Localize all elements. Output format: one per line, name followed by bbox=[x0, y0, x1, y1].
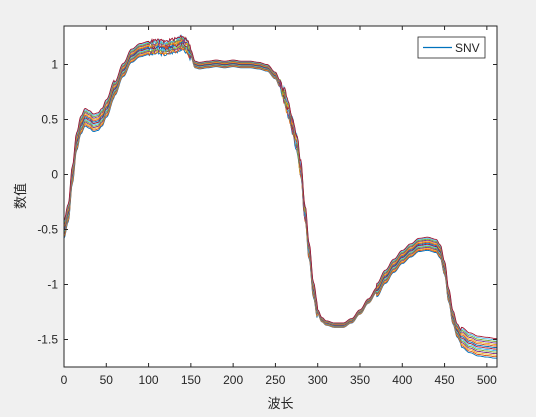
y-tick-label: 0 bbox=[51, 168, 58, 182]
x-tick-label: 300 bbox=[308, 373, 328, 387]
y-tick-label: -1.5 bbox=[37, 333, 58, 347]
series-line-11 bbox=[63, 36, 497, 344]
x-axis-label: 波长 bbox=[267, 397, 293, 412]
x-axis: 0 50 100 150 200 250 300 350 400 450 500 bbox=[61, 26, 497, 387]
series-line-14 bbox=[63, 34, 497, 339]
series-layer bbox=[63, 34, 497, 359]
series-line-12 bbox=[63, 35, 497, 342]
plot-area bbox=[64, 26, 497, 367]
x-tick-label: 150 bbox=[181, 373, 201, 387]
y-axis-label: 数值 bbox=[13, 183, 29, 209]
y-tick-label: -1 bbox=[47, 278, 58, 292]
x-tick-label: 450 bbox=[435, 373, 455, 387]
legend-entry-snv: SNV bbox=[455, 41, 480, 55]
x-tick-label: 50 bbox=[100, 373, 114, 387]
x-tick-label: 100 bbox=[139, 373, 159, 387]
x-tick-label: 0 bbox=[61, 373, 68, 387]
x-tick-label: 250 bbox=[265, 373, 285, 387]
y-tick-label: -0.5 bbox=[37, 223, 58, 237]
y-tick-label: 0.5 bbox=[41, 113, 58, 127]
series-line-4 bbox=[63, 43, 497, 355]
y-tick-label: 1 bbox=[51, 58, 58, 72]
y-axis: -1.5 -1 -0.5 0 0.5 1 bbox=[37, 58, 497, 347]
x-tick-label: 500 bbox=[477, 373, 497, 387]
plot-frame bbox=[63, 25, 498, 368]
x-tick-label: 200 bbox=[223, 373, 243, 387]
x-tick-label: 350 bbox=[350, 373, 370, 387]
legend: SNV bbox=[417, 36, 486, 59]
x-tick-label: 400 bbox=[392, 373, 412, 387]
